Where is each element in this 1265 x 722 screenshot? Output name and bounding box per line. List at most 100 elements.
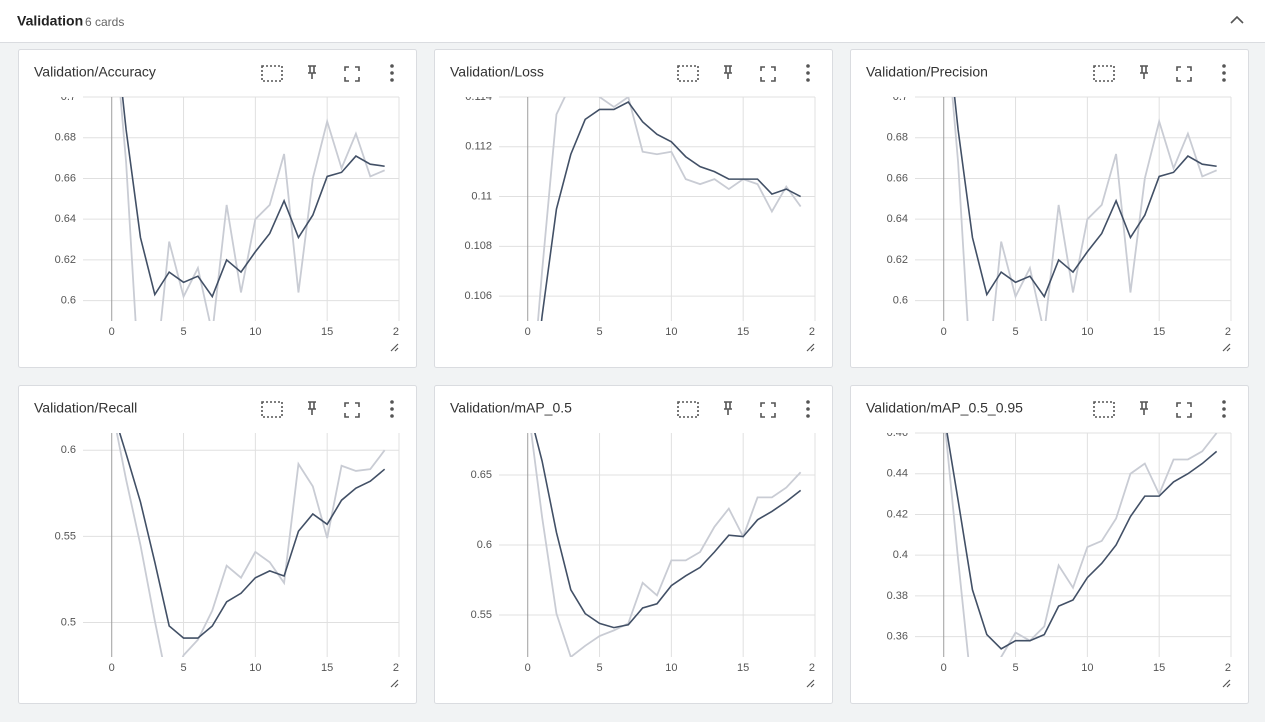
card: Validation/Recall 0.5 0.55 0.6 0 5 10 15 20	[18, 385, 417, 704]
x-tick-label: 0	[525, 326, 531, 338]
plot-area	[944, 433, 1218, 657]
x-tick-label: 20	[1225, 662, 1237, 674]
menu-button[interactable]	[1222, 400, 1226, 418]
y-tick-label: 0.7	[61, 91, 76, 103]
fit-domain-button[interactable]	[261, 65, 283, 82]
resize-handle[interactable]	[390, 679, 399, 688]
x-tick-label: 20	[809, 326, 821, 338]
x-tick-label: 20	[393, 662, 405, 674]
fit-domain-button[interactable]	[677, 401, 699, 418]
x-tick-label: 10	[1081, 662, 1093, 674]
fullscreen-button[interactable]	[760, 66, 776, 82]
tick-labels: 0.6 0.62 0.64 0.66 0.68 0.7 0 5 10 15 20	[55, 91, 405, 338]
resize-handle[interactable]	[806, 343, 815, 352]
y-tick-label: 0.65	[471, 469, 492, 481]
x-tick-label: 5	[596, 326, 602, 338]
series-line	[946, 433, 1218, 650]
card-title: Validation/mAP_0.5_0.95	[866, 400, 1023, 416]
card-background	[18, 49, 417, 368]
menu-dot	[1222, 407, 1226, 411]
x-tick-label: 10	[1081, 326, 1093, 338]
x-tick-label: 20	[393, 326, 405, 338]
fit-domain-button[interactable]	[1093, 401, 1115, 418]
fullscreen-button[interactable]	[344, 66, 360, 82]
fit-domain-button[interactable]	[1093, 65, 1115, 82]
y-tick-label: 0.46	[887, 427, 908, 439]
x-tick-label: 10	[249, 326, 261, 338]
y-tick-label: 0.36	[887, 631, 908, 643]
pin-button[interactable]	[724, 401, 732, 415]
menu-dot	[390, 400, 394, 404]
y-tick-label: 0.68	[887, 132, 908, 144]
x-tick-label: 20	[1225, 326, 1237, 338]
collapse-button[interactable]	[1230, 15, 1244, 24]
x-tick-label: 0	[525, 662, 531, 674]
y-tick-label: 0.106	[464, 290, 492, 302]
pin-button[interactable]	[1140, 401, 1148, 415]
tick-labels: 0.55 0.6 0.65 0 5 10 15 20	[471, 469, 815, 674]
menu-dot	[390, 407, 394, 411]
fit-domain-button[interactable]	[677, 65, 699, 82]
x-tick-label: 5	[180, 326, 186, 338]
y-tick-label: 0.7	[893, 91, 908, 103]
fullscreen-button[interactable]	[760, 402, 776, 418]
plot-area	[530, 433, 802, 657]
y-tick-label: 0.42	[887, 508, 908, 520]
y-tick-label: 0.68	[55, 132, 76, 144]
pin-button[interactable]	[1140, 65, 1148, 79]
tick-labels: 0.106 0.108 0.11 0.112 0.114 0 5 10 15 20	[464, 97, 821, 338]
resize-handle[interactable]	[1222, 679, 1231, 688]
menu-button[interactable]	[390, 64, 394, 82]
card-title: Validation/Recall	[34, 400, 137, 416]
y-tick-label: 0.55	[471, 609, 492, 621]
menu-button[interactable]	[806, 400, 810, 418]
resize-handle[interactable]	[806, 679, 815, 688]
menu-dot	[806, 400, 810, 404]
x-tick-label: 10	[665, 326, 677, 338]
x-tick-label: 5	[1012, 662, 1018, 674]
fit-domain-button[interactable]	[261, 401, 283, 418]
y-tick-label: 0.6	[61, 295, 76, 307]
fullscreen-button[interactable]	[1176, 402, 1192, 418]
pin-button[interactable]	[724, 65, 732, 79]
card-title: Validation/Accuracy	[34, 64, 156, 80]
series-line	[118, 433, 386, 639]
plot-area	[115, 433, 386, 657]
menu-button[interactable]	[1222, 64, 1226, 82]
pin-button[interactable]	[308, 65, 316, 79]
y-tick-label: 0.108	[464, 240, 492, 252]
y-tick-label: 0.4	[893, 549, 908, 561]
menu-dot	[1222, 414, 1226, 418]
menu-button[interactable]	[806, 64, 810, 82]
y-tick-label: 0.64	[887, 213, 908, 225]
card-title: Validation/Loss	[450, 64, 544, 80]
y-tick-label: 0.62	[887, 254, 908, 266]
x-tick-label: 10	[665, 662, 677, 674]
x-tick-label: 0	[941, 662, 947, 674]
menu-dot	[806, 414, 810, 418]
fullscreen-button[interactable]	[344, 402, 360, 418]
menu-button[interactable]	[390, 400, 394, 418]
x-tick-label: 15	[737, 662, 749, 674]
pin-button[interactable]	[308, 401, 316, 415]
menu-dot	[806, 71, 810, 75]
y-tick-label: 0.11	[471, 190, 492, 202]
menu-dot	[806, 64, 810, 68]
x-tick-label: 0	[941, 326, 947, 338]
x-tick-label: 15	[1153, 662, 1165, 674]
plot-area	[119, 97, 385, 321]
fullscreen-button[interactable]	[1176, 66, 1192, 82]
x-tick-label: 5	[1012, 326, 1018, 338]
resize-handle[interactable]	[1222, 343, 1231, 352]
menu-dot	[390, 414, 394, 418]
x-tick-label: 10	[249, 662, 261, 674]
menu-dot	[806, 78, 810, 82]
tick-labels: 0.6 0.62 0.64 0.66 0.68 0.7 0 5 10 15 20	[887, 91, 1237, 338]
x-tick-label: 0	[109, 326, 115, 338]
menu-dot	[1222, 64, 1226, 68]
resize-handle[interactable]	[390, 343, 399, 352]
card-background	[434, 49, 833, 368]
y-tick-label: 0.44	[887, 468, 908, 480]
y-tick-label: 0.6	[477, 539, 492, 551]
